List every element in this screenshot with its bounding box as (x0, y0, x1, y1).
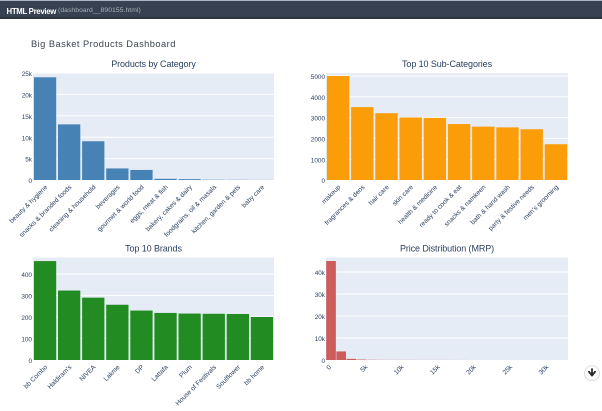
svg-text:skin care: skin care (391, 184, 415, 208)
svg-text:Top 10 Brands: Top 10 Brands (125, 244, 182, 254)
svg-text:400: 400 (21, 272, 32, 279)
svg-text:ready to cook & eat: ready to cook & eat (418, 184, 463, 229)
svg-text:25k: 25k (502, 363, 515, 376)
svg-text:0: 0 (28, 178, 32, 185)
svg-text:100: 100 (21, 337, 32, 344)
svg-text:bakery, cakes & dairy: bakery, cakes & dairy (145, 183, 195, 233)
svg-text:Soulflower: Soulflower (215, 363, 242, 390)
svg-text:bb Combo: bb Combo (23, 364, 50, 391)
svg-text:Lakme: Lakme (103, 364, 122, 383)
svg-text:Haldiram's: Haldiram's (47, 363, 74, 390)
svg-text:1000: 1000 (311, 157, 326, 164)
svg-text:5000: 5000 (311, 74, 326, 81)
svg-text:DP: DP (134, 364, 146, 376)
svg-text:200: 200 (21, 315, 32, 322)
svg-text:10k: 10k (22, 135, 33, 142)
svg-text:40k: 40k (315, 270, 326, 277)
svg-text:House of Festivals: House of Festivals (175, 363, 219, 407)
svg-text:party & festive needs: party & festive needs (487, 183, 536, 232)
svg-text:5k: 5k (25, 157, 33, 164)
svg-text:baby care: baby care (241, 184, 267, 210)
svg-text:Lattafa: Lattafa (151, 364, 170, 383)
svg-text:0: 0 (321, 178, 325, 185)
svg-text:20k: 20k (465, 363, 478, 376)
svg-text:2000: 2000 (311, 137, 326, 144)
svg-text:3000: 3000 (311, 116, 326, 123)
svg-text:0: 0 (325, 364, 333, 372)
svg-text:5k: 5k (359, 363, 369, 373)
svg-text:25k: 25k (22, 71, 33, 78)
svg-text:kitchen, garden & pets: kitchen, garden & pets (191, 183, 243, 235)
svg-text:cleaning & household: cleaning & household (48, 184, 98, 234)
svg-text:Plum: Plum (178, 364, 194, 380)
svg-text:15k: 15k (22, 114, 33, 121)
svg-text:Top 10 Sub-Categories: Top 10 Sub-Categories (402, 59, 493, 69)
svg-text:snacks & namkeen: snacks & namkeen (443, 184, 488, 229)
svg-text:10k: 10k (393, 363, 406, 376)
svg-text:Price Distribution (MRP): Price Distribution (MRP) (400, 244, 494, 254)
svg-text:30k: 30k (538, 363, 551, 376)
svg-text:makeup: makeup (321, 184, 343, 206)
svg-text:300: 300 (21, 294, 32, 301)
svg-text:Products by Category: Products by Category (111, 59, 196, 69)
svg-text:20k: 20k (22, 93, 33, 100)
svg-text:hair care: hair care (368, 184, 391, 207)
svg-text:10k: 10k (315, 336, 326, 343)
svg-text:NIVEA: NIVEA (79, 364, 98, 383)
svg-text:gourmet & world food: gourmet & world food (96, 184, 146, 234)
svg-text:30k: 30k (315, 292, 326, 299)
svg-text:15k: 15k (429, 363, 442, 376)
svg-text:0: 0 (28, 358, 32, 365)
svg-text:20k: 20k (315, 314, 326, 321)
svg-text:4000: 4000 (311, 95, 326, 102)
svg-text:bb home: bb home (243, 364, 266, 387)
svg-text:0: 0 (321, 358, 325, 365)
